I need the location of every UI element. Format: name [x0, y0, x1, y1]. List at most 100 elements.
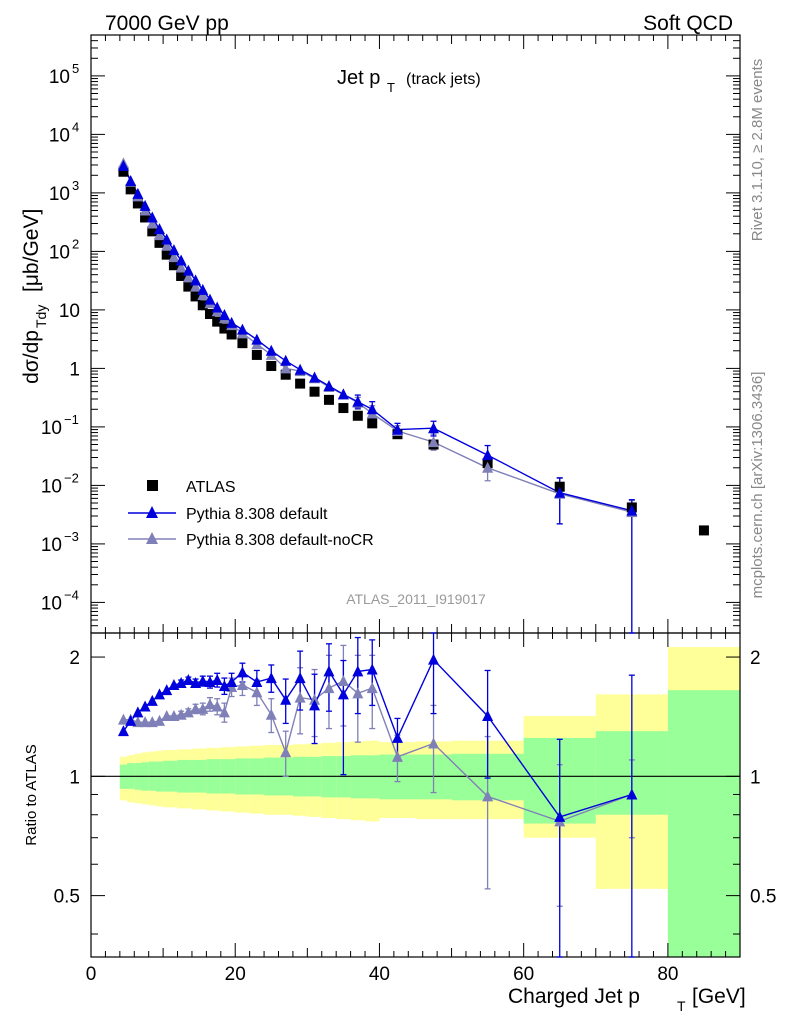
main-data-point-atlas: [251, 349, 262, 360]
ratio-marker-default: [236, 666, 248, 678]
ratio-marker-default: [323, 665, 335, 677]
main-marker-default: [197, 283, 209, 295]
y-label-main: dσ/dp: [20, 330, 43, 384]
main-data-point-atlas: [309, 386, 320, 397]
ratio-marker-default: [132, 706, 144, 718]
ratio-marker-nocr: [294, 691, 306, 703]
ratio-marker-nocr: [161, 709, 173, 721]
main-marker-nocr: [182, 271, 194, 283]
y-label-units: [μb/GeV]: [20, 209, 43, 292]
ratio-band-green: [667, 690, 740, 957]
main-marker-default: [428, 422, 440, 434]
main-data-point-atlas: [280, 369, 291, 380]
ratio-marker-default: [125, 714, 137, 726]
ratio-marker-nocr: [211, 700, 223, 712]
y-tick-label: 1: [69, 359, 80, 380]
main-data-point-atlas: [168, 260, 179, 271]
ratio-marker-nocr: [182, 706, 194, 718]
main-marker-default: [366, 403, 378, 415]
ratio-marker-default: [251, 676, 263, 688]
ratio-marker-nocr: [391, 750, 403, 762]
main-data-point-atlas: [219, 323, 230, 334]
main-data-point-atlas: [352, 410, 363, 421]
main-y-axis-label: dσ/dp Tdy [μb/GeV]: [20, 209, 49, 384]
main-marker-default: [236, 323, 248, 335]
ratio-y-tick-label-left: 2: [69, 648, 80, 669]
main-marker-nocr: [280, 362, 292, 374]
y-label-sub: Tdy: [33, 305, 49, 328]
ratio-y-tick-label-left: 1: [69, 767, 80, 788]
ratio-marker-nocr: [117, 713, 129, 725]
ratio-marker-default: [280, 693, 292, 705]
main-data-point-atlas: [266, 360, 277, 371]
ratio-marker-default: [197, 675, 209, 687]
analysis-watermark: ATLAS_2011_I919017: [346, 591, 486, 607]
ratio-marker-nocr: [139, 716, 151, 728]
ratio-y-tick-label-right: 2: [750, 648, 761, 669]
ratio-marker-nocr: [309, 693, 321, 705]
y-tick-label-exponent: 5: [72, 61, 79, 76]
main-data-point-atlas: [212, 316, 223, 327]
x-label-sub: T: [677, 998, 686, 1014]
ratio-marker-default: [117, 725, 129, 737]
main-marker-default: [132, 187, 144, 199]
x-tick-label: 60: [513, 964, 534, 985]
ratio-y-tick-label-right: 0.5: [750, 887, 776, 908]
main-plot-title: Jet p T (track jets): [337, 67, 481, 95]
main-marker-default: [309, 371, 321, 383]
y-tick-label-exponent: −1: [64, 412, 79, 427]
ratio-marker-nocr: [428, 737, 440, 749]
main-marker-default: [352, 395, 364, 407]
legend-label-atlas: ATLAS: [186, 479, 236, 496]
ratio-marker-default: [154, 688, 166, 700]
ratio-marker-nocr: [265, 708, 277, 720]
legend: ATLAS Pythia 8.308 default Pythia 8.308 …: [128, 479, 374, 549]
main-data-point-atlas: [118, 166, 129, 177]
main-marker-default: [154, 223, 166, 235]
main-data-point-atlas: [183, 281, 194, 292]
main-data-point-atlas: [226, 329, 237, 340]
ratio-marker-nocr: [337, 675, 349, 687]
main-marker-nocr: [161, 239, 173, 251]
main-marker-nocr: [190, 280, 202, 292]
main-marker-default: [211, 301, 223, 313]
ratio-marker-nocr: [218, 706, 230, 718]
ratio-marker-default: [366, 663, 378, 675]
main-data-point-atlas: [140, 212, 151, 223]
ratio-marker-nocr: [482, 790, 494, 802]
main-marker-default: [182, 264, 194, 276]
main-marker-default: [161, 233, 173, 245]
main-marker-nocr: [146, 217, 158, 229]
main-marker-default: [554, 486, 566, 498]
main-data-point-atlas: [295, 378, 306, 389]
ratio-marker-nocr: [190, 702, 202, 714]
ratio-marker-default: [146, 694, 158, 706]
y-tick-label-base: 10: [49, 67, 70, 88]
ratio-marker-default: [626, 788, 638, 800]
main-data-point-atlas: [132, 198, 143, 209]
main-data-point-atlas: [176, 270, 187, 281]
main-data-point-atlas: [190, 291, 201, 302]
main-marker-default: [323, 380, 335, 392]
main-marker-default: [139, 199, 151, 211]
ratio-marker-default: [309, 699, 321, 711]
ratio-marker-default: [139, 700, 151, 712]
main-marker-default: [280, 354, 292, 366]
ratio-marker-default: [554, 810, 566, 822]
main-marker-default: [168, 244, 180, 256]
header-right: Soft QCD: [643, 12, 733, 35]
y-tick-label-exponent: 3: [72, 178, 79, 193]
main-marker-default: [337, 388, 349, 400]
main-marker-default: [226, 316, 238, 328]
main-marker-default: [218, 308, 230, 320]
main-marker-default: [204, 293, 216, 305]
ratio-marker-nocr: [236, 679, 248, 691]
y-tick-label-base: 10: [49, 125, 70, 146]
ratio-marker-nocr: [251, 686, 263, 698]
ratio-marker-default: [482, 709, 494, 721]
main-marker-nocr: [154, 229, 166, 241]
main-marker-default: [626, 504, 638, 516]
y-tick-label-exponent: 2: [72, 236, 79, 251]
ratio-marker-default: [226, 676, 238, 688]
